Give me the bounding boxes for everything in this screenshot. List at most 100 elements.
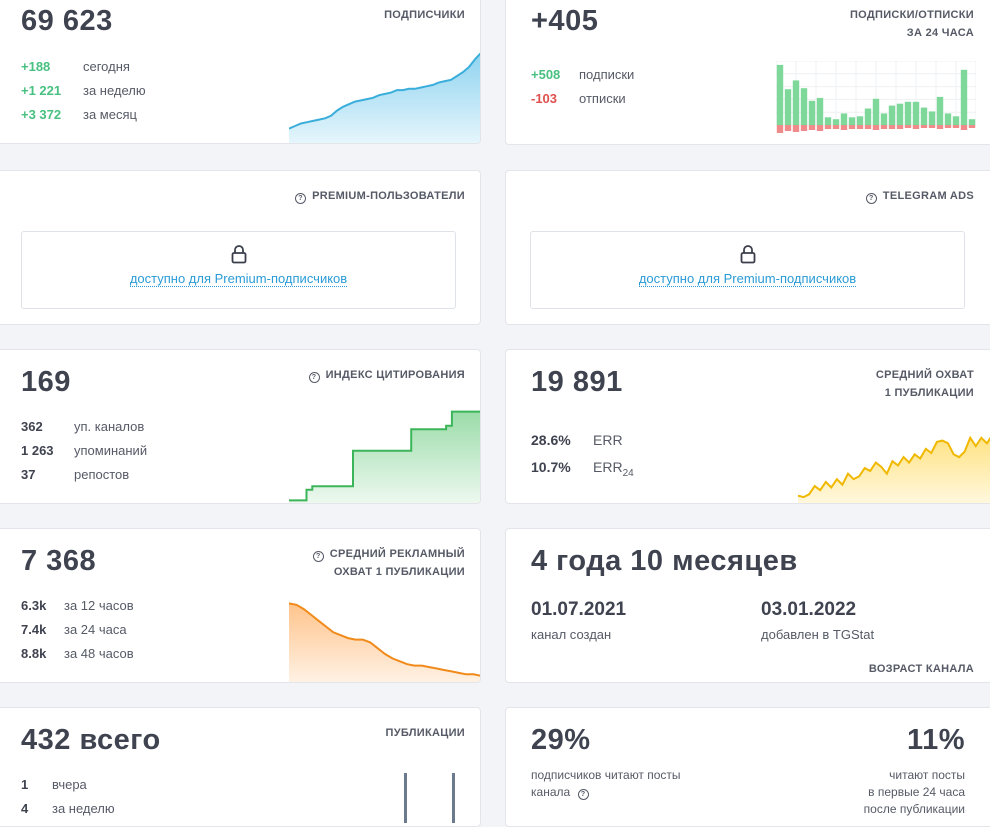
citation-channels: 362 уп. каналов bbox=[21, 419, 145, 434]
citation-reposts: 37 репостов bbox=[21, 467, 130, 482]
subscribers-week: +1 221 за неделю bbox=[21, 83, 146, 98]
channel-age-caption: ВОЗРАСТ КАНАЛА bbox=[868, 663, 974, 675]
sparkline-line bbox=[289, 602, 480, 677]
citation-mentions: 1 263 упоминаний bbox=[21, 443, 148, 458]
unsubs-bar bbox=[912, 125, 920, 129]
unsubs-bar bbox=[920, 125, 928, 128]
citation-card[interactable]: 169 ? ИНДЕКС ЦИТИРОВАНИЯ 362 уп. каналов 1… bbox=[0, 349, 481, 504]
unsubs-bar bbox=[904, 125, 912, 128]
premium-users-card: ? PREMIUM-ПОЛЬЗОВАТЕЛИ доступно для Premi… bbox=[0, 170, 481, 325]
subscribers-total: 69 623 bbox=[21, 5, 113, 37]
unsubs-bar bbox=[888, 125, 896, 129]
subs-bar bbox=[784, 89, 792, 125]
created-date: 01.07.2021 bbox=[531, 599, 627, 620]
unsubs-bar bbox=[872, 125, 880, 130]
subs-bar bbox=[848, 117, 856, 126]
telegram-ads-link[interactable]: доступно для Premium-подписчиков bbox=[638, 271, 857, 287]
subs-bar bbox=[864, 108, 872, 125]
avg-reach-caption: СРЕДНИЙ ОХВАТ 1 ПУБЛИКАЦИИ bbox=[875, 369, 974, 399]
lock-icon bbox=[231, 245, 246, 264]
citation-caption: ? ИНДЕКС ЦИТИРОВАНИЯ bbox=[308, 366, 465, 384]
channel-age-title: 4 года 10 месяцев bbox=[531, 545, 798, 577]
ad-reach-sparkline bbox=[289, 602, 480, 682]
question-icon[interactable]: ? bbox=[865, 193, 877, 204]
subs-bar bbox=[792, 80, 800, 125]
readers-right-desc: читают посты в первые 24 часа после публ… bbox=[863, 768, 965, 816]
subs-unsubs-barchart bbox=[776, 61, 976, 133]
sparkline-area bbox=[289, 411, 480, 503]
unsubs-bar bbox=[848, 125, 856, 129]
subs-bar bbox=[944, 113, 952, 125]
subs-bar bbox=[920, 107, 928, 125]
subs-bar bbox=[912, 101, 920, 126]
subs-bar bbox=[824, 117, 832, 126]
subs-count: +508 подписки bbox=[531, 67, 635, 82]
unsubs-bar bbox=[896, 125, 904, 129]
ad-reach-12h: 6.3k за 12 часов bbox=[21, 598, 134, 613]
unsubs-bar bbox=[928, 125, 936, 128]
unsubs-bar bbox=[776, 125, 784, 133]
subs-bar bbox=[952, 116, 960, 125]
subs-bar bbox=[904, 101, 912, 126]
subscribers-card[interactable]: 69 623 ПОДПИСЧИКИ +188 сегодня +1 221 за н… bbox=[0, 0, 481, 144]
citation-sparkline bbox=[289, 410, 480, 503]
ad-reach-card[interactable]: 7 368 ? СРЕДНИЙ РЕКЛАМНЫЙ ОХВАТ 1 ПУБЛИКА… bbox=[0, 528, 481, 683]
ad-reach-total: 7 368 bbox=[21, 545, 97, 577]
sparkline-line bbox=[798, 435, 990, 499]
publications-yesterday: 1 вчера bbox=[21, 777, 87, 792]
unsubs-bar bbox=[792, 125, 800, 132]
lock-icon bbox=[740, 245, 755, 264]
unsubs-bar bbox=[856, 125, 864, 129]
subs-unsubs-card[interactable]: +405 ПОДПИСКИ/ОТПИСКИ ЗА 24 ЧАСА +508 под… bbox=[505, 0, 990, 145]
subs-bar bbox=[832, 119, 840, 125]
telegram-ads-locked[interactable]: доступно для Premium-подписчиков bbox=[530, 231, 965, 309]
added-label: добавлен в TGStat bbox=[761, 627, 875, 642]
created-label: канал создан bbox=[531, 627, 612, 642]
subs-bar bbox=[872, 98, 880, 125]
unsubs-bar bbox=[832, 125, 840, 129]
readers-card: 29% подписчиков читают посты канала ? 11… bbox=[505, 707, 990, 827]
subs-bar bbox=[840, 113, 848, 125]
premium-users-link[interactable]: доступно для Premium-подписчиков bbox=[129, 271, 348, 287]
sparkline-area bbox=[289, 603, 480, 682]
telegram-ads-caption: ? TELEGRAM ADS bbox=[865, 187, 974, 205]
ad-reach-24h: 7.4k за 24 часа bbox=[21, 622, 127, 637]
sparkline-area bbox=[798, 437, 990, 503]
unsubs-bar bbox=[824, 125, 832, 129]
subs-bar bbox=[928, 111, 936, 125]
subs-unsubs-total: +405 bbox=[531, 5, 599, 37]
unsubs-bar bbox=[968, 125, 976, 128]
unsubs-bar bbox=[864, 125, 872, 129]
unsubs-count: -103 отписки bbox=[531, 91, 626, 106]
publications-caption: ПУБЛИКАЦИИ bbox=[385, 727, 465, 739]
publications-card[interactable]: 432 всего ПУБЛИКАЦИИ 1 вчера 4 за неделю bbox=[0, 707, 481, 827]
unsubs-bar bbox=[840, 125, 848, 130]
unsubs-bar bbox=[880, 125, 888, 129]
channel-age-card: 4 года 10 месяцев 01.07.2021 канал созда… bbox=[505, 528, 990, 683]
readers-left-desc: подписчиков читают посты канала ? bbox=[531, 768, 681, 800]
subs-bar bbox=[936, 96, 944, 125]
avg-reach-total: 19 891 bbox=[531, 366, 623, 398]
readers-right-percent: 11% bbox=[907, 724, 965, 756]
publication-bar bbox=[404, 773, 407, 823]
telegram-ads-card: ? TELEGRAM ADS доступно для Premium-подпи… bbox=[505, 170, 990, 325]
avg-reach-sparkline bbox=[798, 435, 990, 503]
readers-left-percent: 29% bbox=[531, 724, 591, 756]
avg-reach-card[interactable]: 19 891 СРЕДНИЙ ОХВАТ 1 ПУБЛИКАЦИИ 28.6% E… bbox=[505, 349, 990, 504]
publications-total: 432 всего bbox=[21, 724, 161, 756]
question-icon[interactable]: ? bbox=[308, 372, 320, 383]
subs-bar bbox=[808, 100, 816, 125]
sparkline-line bbox=[289, 52, 480, 130]
unsubs-bar bbox=[952, 125, 960, 128]
sparkline-area bbox=[289, 53, 480, 143]
subs-unsubs-caption: ПОДПИСКИ/ОТПИСКИ ЗА 24 ЧАСА bbox=[849, 9, 974, 39]
question-icon[interactable]: ? bbox=[577, 789, 589, 800]
subs-bar bbox=[800, 88, 808, 125]
question-icon[interactable]: ? bbox=[295, 193, 307, 204]
added-date: 03.01.2022 bbox=[761, 599, 857, 620]
question-icon[interactable]: ? bbox=[312, 551, 324, 562]
subs-bar bbox=[896, 103, 904, 125]
unsubs-bar bbox=[960, 125, 968, 130]
premium-users-locked[interactable]: доступно для Premium-подписчиков bbox=[21, 231, 456, 309]
ad-reach-caption: ? СРЕДНИЙ РЕКЛАМНЫЙ ОХВАТ 1 ПУБЛИКАЦИИ bbox=[312, 545, 465, 581]
